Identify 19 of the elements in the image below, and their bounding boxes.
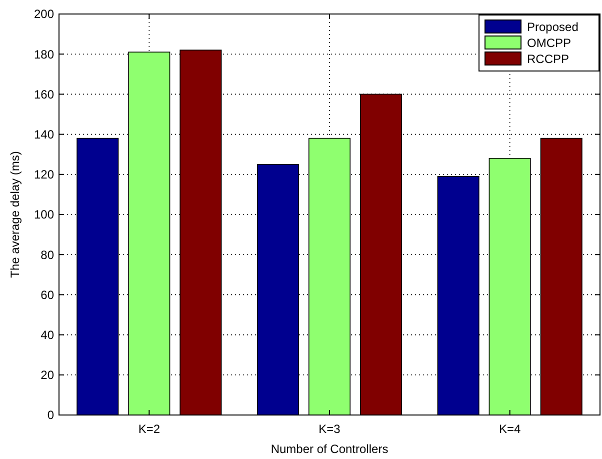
legend-label: RCCPP <box>527 52 570 66</box>
x-axis-title: Number of Controllers <box>270 442 388 456</box>
x-tick-label: K=2 <box>138 422 160 436</box>
y-tick-label: 180 <box>34 47 54 62</box>
y-tick-label: 200 <box>34 7 54 22</box>
legend-label: OMCPP <box>527 36 572 50</box>
y-tick-label: 40 <box>40 328 54 342</box>
y-axis-title: The average delay (ms) <box>8 151 22 278</box>
y-tick-label: 160 <box>34 87 54 102</box>
y-tick-label: 20 <box>40 368 54 382</box>
y-tick-label: 60 <box>40 288 54 302</box>
x-tick-label: K=4 <box>498 422 521 436</box>
y-tick-label: 80 <box>40 248 54 262</box>
y-tick-label: 140 <box>34 128 54 142</box>
x-tick-label: K=3 <box>318 422 341 436</box>
legend-label: Proposed <box>527 20 578 34</box>
y-tick-label: 120 <box>34 168 54 182</box>
y-tick-label: 0 <box>47 408 54 422</box>
y-tick-label: 100 <box>34 208 54 222</box>
